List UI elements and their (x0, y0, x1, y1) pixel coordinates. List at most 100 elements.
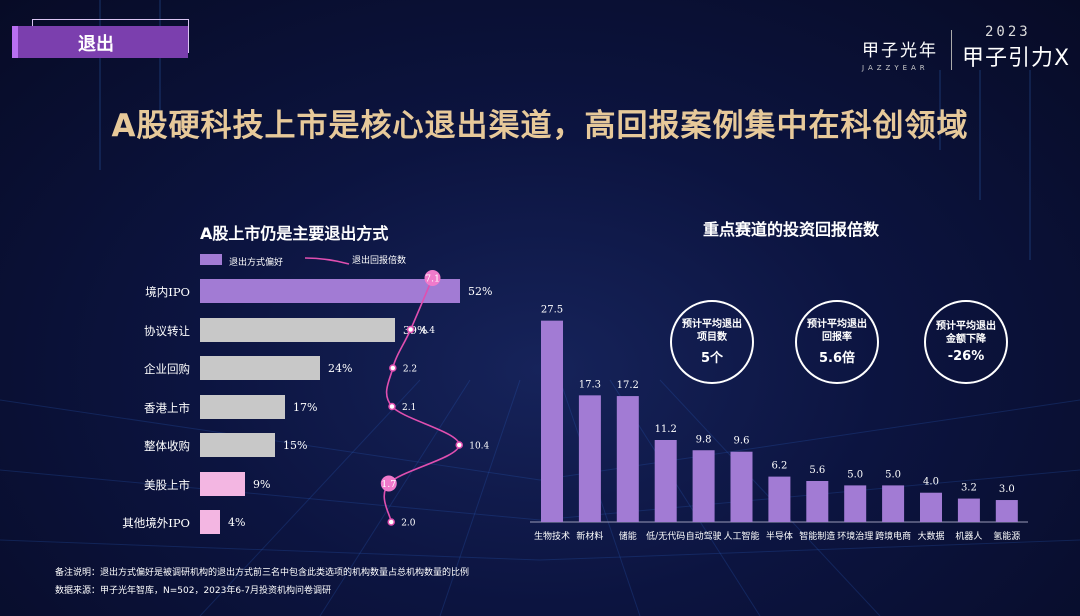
preference-value-label: 4% (228, 516, 246, 529)
preference-bar (200, 356, 320, 380)
line-point (406, 325, 415, 334)
preference-bar (200, 471, 245, 496)
sector-bar (806, 481, 829, 522)
preference-bar (200, 433, 275, 457)
sector-bar (578, 395, 601, 522)
sector-category-label: 新材料 (576, 530, 603, 542)
category-label: 整体收购 (144, 439, 190, 453)
brand-logo: 甲子光年 JAZZYEAR (862, 36, 938, 72)
return-value-label: 1.7 (381, 479, 396, 490)
stat-circle-return: 预计平均退出 回报率 5.6倍 (795, 300, 879, 384)
sector-value-label: 17.2 (617, 380, 639, 391)
sector-value-label: 17.3 (579, 379, 601, 390)
stat-circle-projects: 预计平均退出 项目数 5个 (670, 300, 754, 384)
stat-value: 5个 (700, 351, 724, 366)
preference-bar (200, 317, 395, 342)
sector-value-label: 5.0 (847, 469, 863, 480)
preference-value-label: 52% (468, 285, 493, 298)
event-name: 甲子引力X (962, 46, 1071, 71)
preference-bar (200, 279, 460, 303)
preference-bar (200, 510, 220, 534)
sector-value-label: 3.2 (961, 483, 977, 494)
preference-value-label: 17% (293, 400, 318, 414)
sector-bar (616, 396, 639, 522)
line-point (388, 402, 396, 411)
sector-value-label: 5.0 (885, 469, 901, 480)
sector-value-label: 27.5 (541, 305, 563, 316)
sector-value-label: 9.8 (696, 434, 712, 445)
sector-value-label: 5.6 (809, 465, 825, 476)
return-value-label: 10.4 (469, 442, 489, 452)
highlight-point (424, 270, 441, 286)
category-label: 企业回购 (144, 362, 190, 376)
sector-category-label: 人工智能 (723, 530, 759, 542)
sector-bar (730, 451, 753, 522)
legend-bar-label: 退出方式偏好 (229, 258, 284, 268)
sector-value-label: 3.0 (999, 484, 1015, 495)
sector-category-label: 环境治理 (837, 530, 873, 542)
sector-bar (541, 320, 563, 522)
section-tag (12, 26, 188, 58)
sector-category-label: 低/无代码 (646, 530, 685, 542)
stat-label: 预计平均退出 项目数 (682, 319, 742, 343)
brand-name: 甲子光年 (862, 41, 938, 61)
source-note: 数据来源：甲子光年智库，N=502，2023年6-7月投资机构问卷调研 (55, 586, 332, 596)
sector-bar (920, 492, 942, 522)
return-value-label: 4.4 (421, 326, 436, 336)
page-title: A股硬科技上市是核心退出渠道，高回报案例集中在科创领域 (111, 108, 969, 144)
brand-divider (951, 30, 952, 70)
preference-value-label: 24% (328, 362, 353, 375)
sector-category-label: 氢能源 (993, 530, 1020, 542)
sector-category-label: 自动驾驶 (686, 530, 722, 542)
category-label: 境内IPO (145, 285, 190, 299)
sector-category-label: 半导体 (766, 530, 793, 542)
category-label: 协议转让 (144, 323, 190, 338)
sector-value-label: 4.0 (923, 477, 939, 488)
line-point (387, 518, 395, 526)
stat-circle-amount: 预计平均退出 金额下降 -26% (924, 300, 1008, 384)
sector-bar (957, 498, 980, 522)
return-value-label: 2.2 (403, 365, 417, 375)
category-label: 美股上市 (144, 477, 190, 492)
preference-bar (200, 394, 285, 419)
stat-label: 预计平均退出 回报率 (807, 319, 867, 343)
remark-note: 备注说明：退出方式偏好是被调研机构的退出方式前三名中包含此类选项的机构数量占总机… (55, 568, 470, 578)
sector-category-label: 机器人 (955, 530, 982, 542)
sector-bar (768, 476, 791, 522)
category-label: 其他境外IPO (122, 516, 190, 530)
legend-bar-swatch (200, 254, 222, 265)
legend-line-label: 退出回报倍数 (352, 256, 407, 266)
sector-bar (882, 485, 905, 522)
sector-bar (844, 485, 867, 522)
sector-value-label: 9.6 (734, 436, 750, 447)
sector-bar (654, 440, 677, 522)
stat-value: -26% (947, 349, 985, 364)
return-value-label: 2.1 (402, 403, 416, 413)
stat-value: 5.6倍 (818, 351, 856, 366)
section-tag-label: 退出 (78, 34, 114, 55)
sector-category-label: 储能 (619, 530, 637, 542)
sector-category-label: 生物技术 (534, 530, 570, 542)
event-year: 2023 (985, 24, 1031, 40)
highlight-point (380, 475, 397, 492)
line-point (455, 441, 463, 449)
sector-bar (692, 450, 715, 522)
category-label: 香港上市 (144, 400, 190, 415)
legend-line-swatch (304, 257, 350, 265)
sector-value-label: 6.2 (771, 461, 787, 472)
left-chart-title: A股上市仍是主要退出方式 (200, 224, 389, 243)
stat-label: 预计平均退出 金额下降 (936, 321, 996, 345)
brand-name-en: JAZZYEAR (862, 64, 929, 72)
sector-category-label: 跨境电商 (875, 530, 911, 542)
line-point (389, 364, 397, 372)
return-value-label: 2.0 (401, 519, 416, 529)
return-value-label: 7.1 (425, 274, 440, 285)
sector-category-label: 智能制造 (799, 530, 835, 542)
preference-value-label: 9% (253, 477, 271, 491)
sector-value-label: 11.2 (655, 424, 677, 435)
right-chart-title: 重点赛道的投资回报倍数 (703, 220, 880, 239)
sector-bar (995, 500, 1018, 522)
sector-category-label: 大数据 (917, 530, 944, 542)
